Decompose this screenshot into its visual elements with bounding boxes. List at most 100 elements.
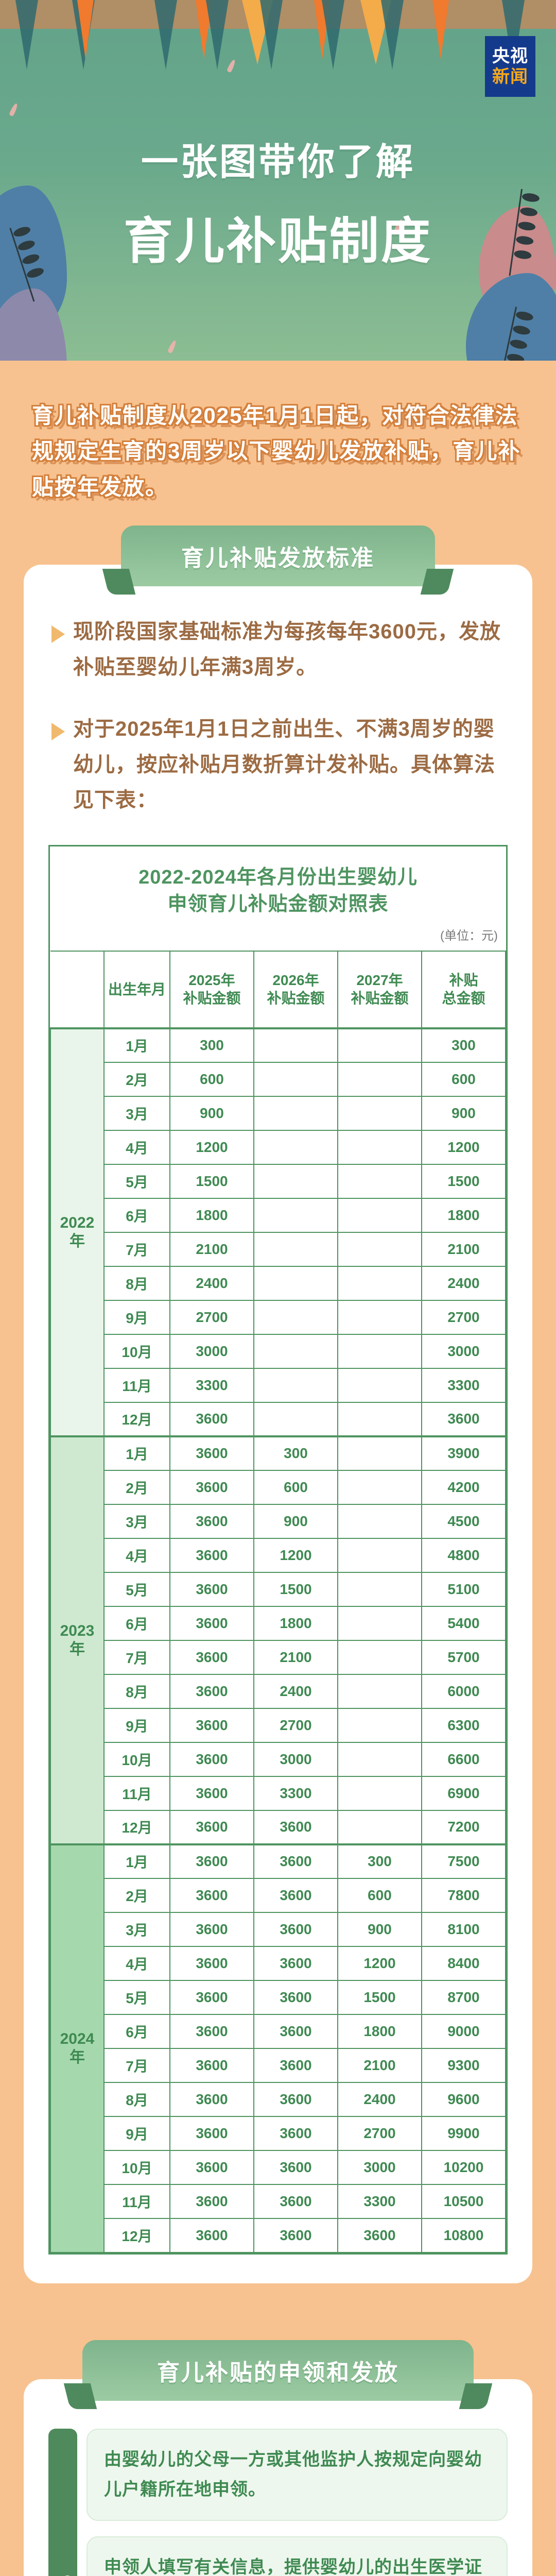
table-col-year-spacer: [50, 950, 105, 1029]
table-2025-cell: 3600: [169, 2013, 254, 2049]
table-total-cell: 10500: [421, 2183, 506, 2219]
table-2026-cell: 3600: [253, 1979, 338, 2015]
table-row: 6月 3600 3600 1800 9000: [50, 2013, 506, 2049]
table-month-cell: 10月: [103, 1741, 170, 1777]
section-standard-card: 现阶段国家基础标准为每孩每年3600元，发放补贴至婴幼儿年满3周岁。 对于202…: [24, 564, 532, 2283]
table-total-cell: 3900: [421, 1435, 506, 1471]
table-2025-cell: 3600: [169, 2115, 254, 2151]
table-row: 2023 年 1月 3600 300 3900: [50, 1435, 506, 1845]
table-total-cell: 6600: [421, 1741, 506, 1777]
logo-line-1: 央视: [492, 46, 528, 66]
table-row: 2月 3600 600 4200: [50, 1469, 506, 1505]
table-2027-cell: [337, 1537, 422, 1573]
table-month-cell: 12月: [103, 2217, 170, 2253]
table-total-cell: 10800: [421, 2217, 506, 2253]
petal-icon: [167, 340, 178, 354]
table-2025-cell: 3600: [169, 1707, 254, 1743]
table-row: 10月 3600 3600 3000 10200: [50, 2149, 506, 2185]
table-2027-cell: 3300: [337, 2183, 422, 2219]
cctv-news-logo: 央视 新闻: [485, 36, 535, 97]
table-month-cell: 9月: [103, 2115, 170, 2151]
table-row: 5月 1500 1500: [50, 1163, 506, 1199]
table-2026-cell: 3600: [253, 1843, 338, 1879]
table-2025-cell: 3600: [169, 2081, 254, 2117]
table-2025-cell: 900: [169, 1095, 254, 1131]
table-2027-cell: [337, 1333, 422, 1369]
table-2025-cell: 3600: [169, 2217, 254, 2253]
table-2027-cell: [337, 1605, 422, 1641]
table-col-2026: 2026年 补贴金额: [253, 950, 338, 1029]
table-col-birth-month: 出生年月: [103, 950, 170, 1029]
table-month-cell: 2月: [103, 1061, 170, 1097]
table-row: 8月 3600 2400 6000: [50, 1673, 506, 1709]
standard-bullet-text: 现阶段国家基础标准为每孩每年3600元，发放补贴至婴幼儿年满3周岁。: [73, 620, 501, 679]
table-total-cell: 7200: [421, 1809, 506, 1845]
table-month-cell: 3月: [103, 1095, 170, 1131]
table-row: 11月 3300 3300: [50, 1367, 506, 1403]
table-row: 2月 600 600: [50, 1061, 506, 1097]
table-2026-cell: 3600: [253, 1809, 338, 1845]
apply-bubble: 申领人填写有关信息，提供婴幼儿的出生医学证明、户口簿等材料，并对所提供信息及材料…: [86, 2536, 508, 2576]
table-head: 出生年月 2025年 补贴金额 2026年 补贴金额 2027年 补贴金额: [50, 950, 506, 1029]
table-month-cell: 3月: [103, 1911, 170, 1947]
table-2027-cell: [337, 1129, 422, 1165]
table-2026-cell: 3600: [253, 2183, 338, 2219]
table-2027-cell: 1800: [337, 2013, 422, 2049]
table-row: 2022 年 1月 300 300: [50, 1027, 506, 1437]
table-total-cell: 9900: [421, 2115, 506, 2151]
table-2027-cell: [337, 1639, 422, 1675]
table-month-cell: 11月: [103, 1775, 170, 1811]
table-2026-cell: [253, 1129, 338, 1165]
table-2027-cell: [337, 1299, 422, 1335]
table-total-cell: 4500: [421, 1503, 506, 1539]
table-row: 7月 2100 2100: [50, 1231, 506, 1267]
table-month-cell: 12月: [103, 1401, 170, 1437]
table-2025-cell: 2400: [169, 1265, 254, 1301]
table-total-cell: 9600: [421, 2081, 506, 2117]
table-2026-cell: 600: [253, 1469, 338, 1505]
table-total-cell: 3600: [421, 1401, 506, 1437]
table-2025-cell: 1800: [169, 1197, 254, 1233]
table-month-cell: 8月: [103, 1673, 170, 1709]
table-total-cell: 4800: [421, 1537, 506, 1573]
col-2027-line2: 补贴金额: [351, 990, 409, 1007]
table-2025-cell: 3300: [169, 1367, 254, 1403]
table-row: 11月 3600 3600 3300 10500: [50, 2183, 506, 2219]
table-total-cell: 2100: [421, 1231, 506, 1267]
table-row: 8月 3600 3600 2400 9600: [50, 2081, 506, 2117]
table-month-cell: 2月: [103, 1469, 170, 1505]
table-2027-cell: [337, 1571, 422, 1607]
standard-bullet-item: 对于2025年1月1日之前出生、不满3周岁的婴幼儿，按应补贴月数折算计发补贴。具…: [48, 711, 508, 818]
col-2026-line1: 2026年: [272, 972, 319, 989]
table-row: 4月 1200 1200: [50, 1129, 506, 1165]
table-total-cell: 10200: [421, 2149, 506, 2185]
table-2027-cell: [337, 1775, 422, 1811]
standard-bullet-text: 对于2025年1月1日之前出生、不满3周岁的婴幼儿，按应补贴月数折算计发补贴。具…: [73, 718, 495, 812]
col-2025-line2: 补贴金额: [183, 990, 241, 1007]
table-month-cell: 10月: [103, 2149, 170, 2185]
pennant-teal-icon: [206, 0, 229, 70]
table-2027-cell: [337, 1707, 422, 1743]
table-row: 6月 1800 1800: [50, 1197, 506, 1233]
table-total-cell: 5700: [421, 1639, 506, 1675]
table-total-cell: 900: [421, 1095, 506, 1131]
subsidy-table-box: 2022-2024年各月份出生婴幼儿 申领育儿补贴金额对照表 (单位：元) 出生…: [48, 844, 508, 2255]
table-month-cell: 1月: [103, 1435, 170, 1471]
table-2026-cell: 3600: [253, 2115, 338, 2151]
table-total-cell: 7800: [421, 1877, 506, 1913]
table-row: 12月 3600 3600 7200: [50, 1809, 506, 1845]
table-2025-cell: 3600: [169, 1775, 254, 1811]
table-2025-cell: 3600: [169, 1741, 254, 1777]
table-month-cell: 6月: [103, 2013, 170, 2049]
table-total-cell: 3000: [421, 1333, 506, 1369]
col-2027-line1: 2027年: [356, 972, 403, 989]
table-row: 8月 2400 2400: [50, 1265, 506, 1301]
col-total-line1: 补贴: [449, 972, 478, 989]
table-header-row: 出生年月 2025年 补贴金额 2026年 补贴金额 2027年 补贴金额: [50, 950, 506, 1029]
triangle-bullet-icon: [51, 625, 65, 643]
table-total-cell: 8400: [421, 1945, 506, 1981]
table-2027-cell: [337, 1231, 422, 1267]
table-2027-cell: [337, 1401, 422, 1437]
table-2025-cell: 3600: [169, 1469, 254, 1505]
table-month-cell: 11月: [103, 2183, 170, 2219]
